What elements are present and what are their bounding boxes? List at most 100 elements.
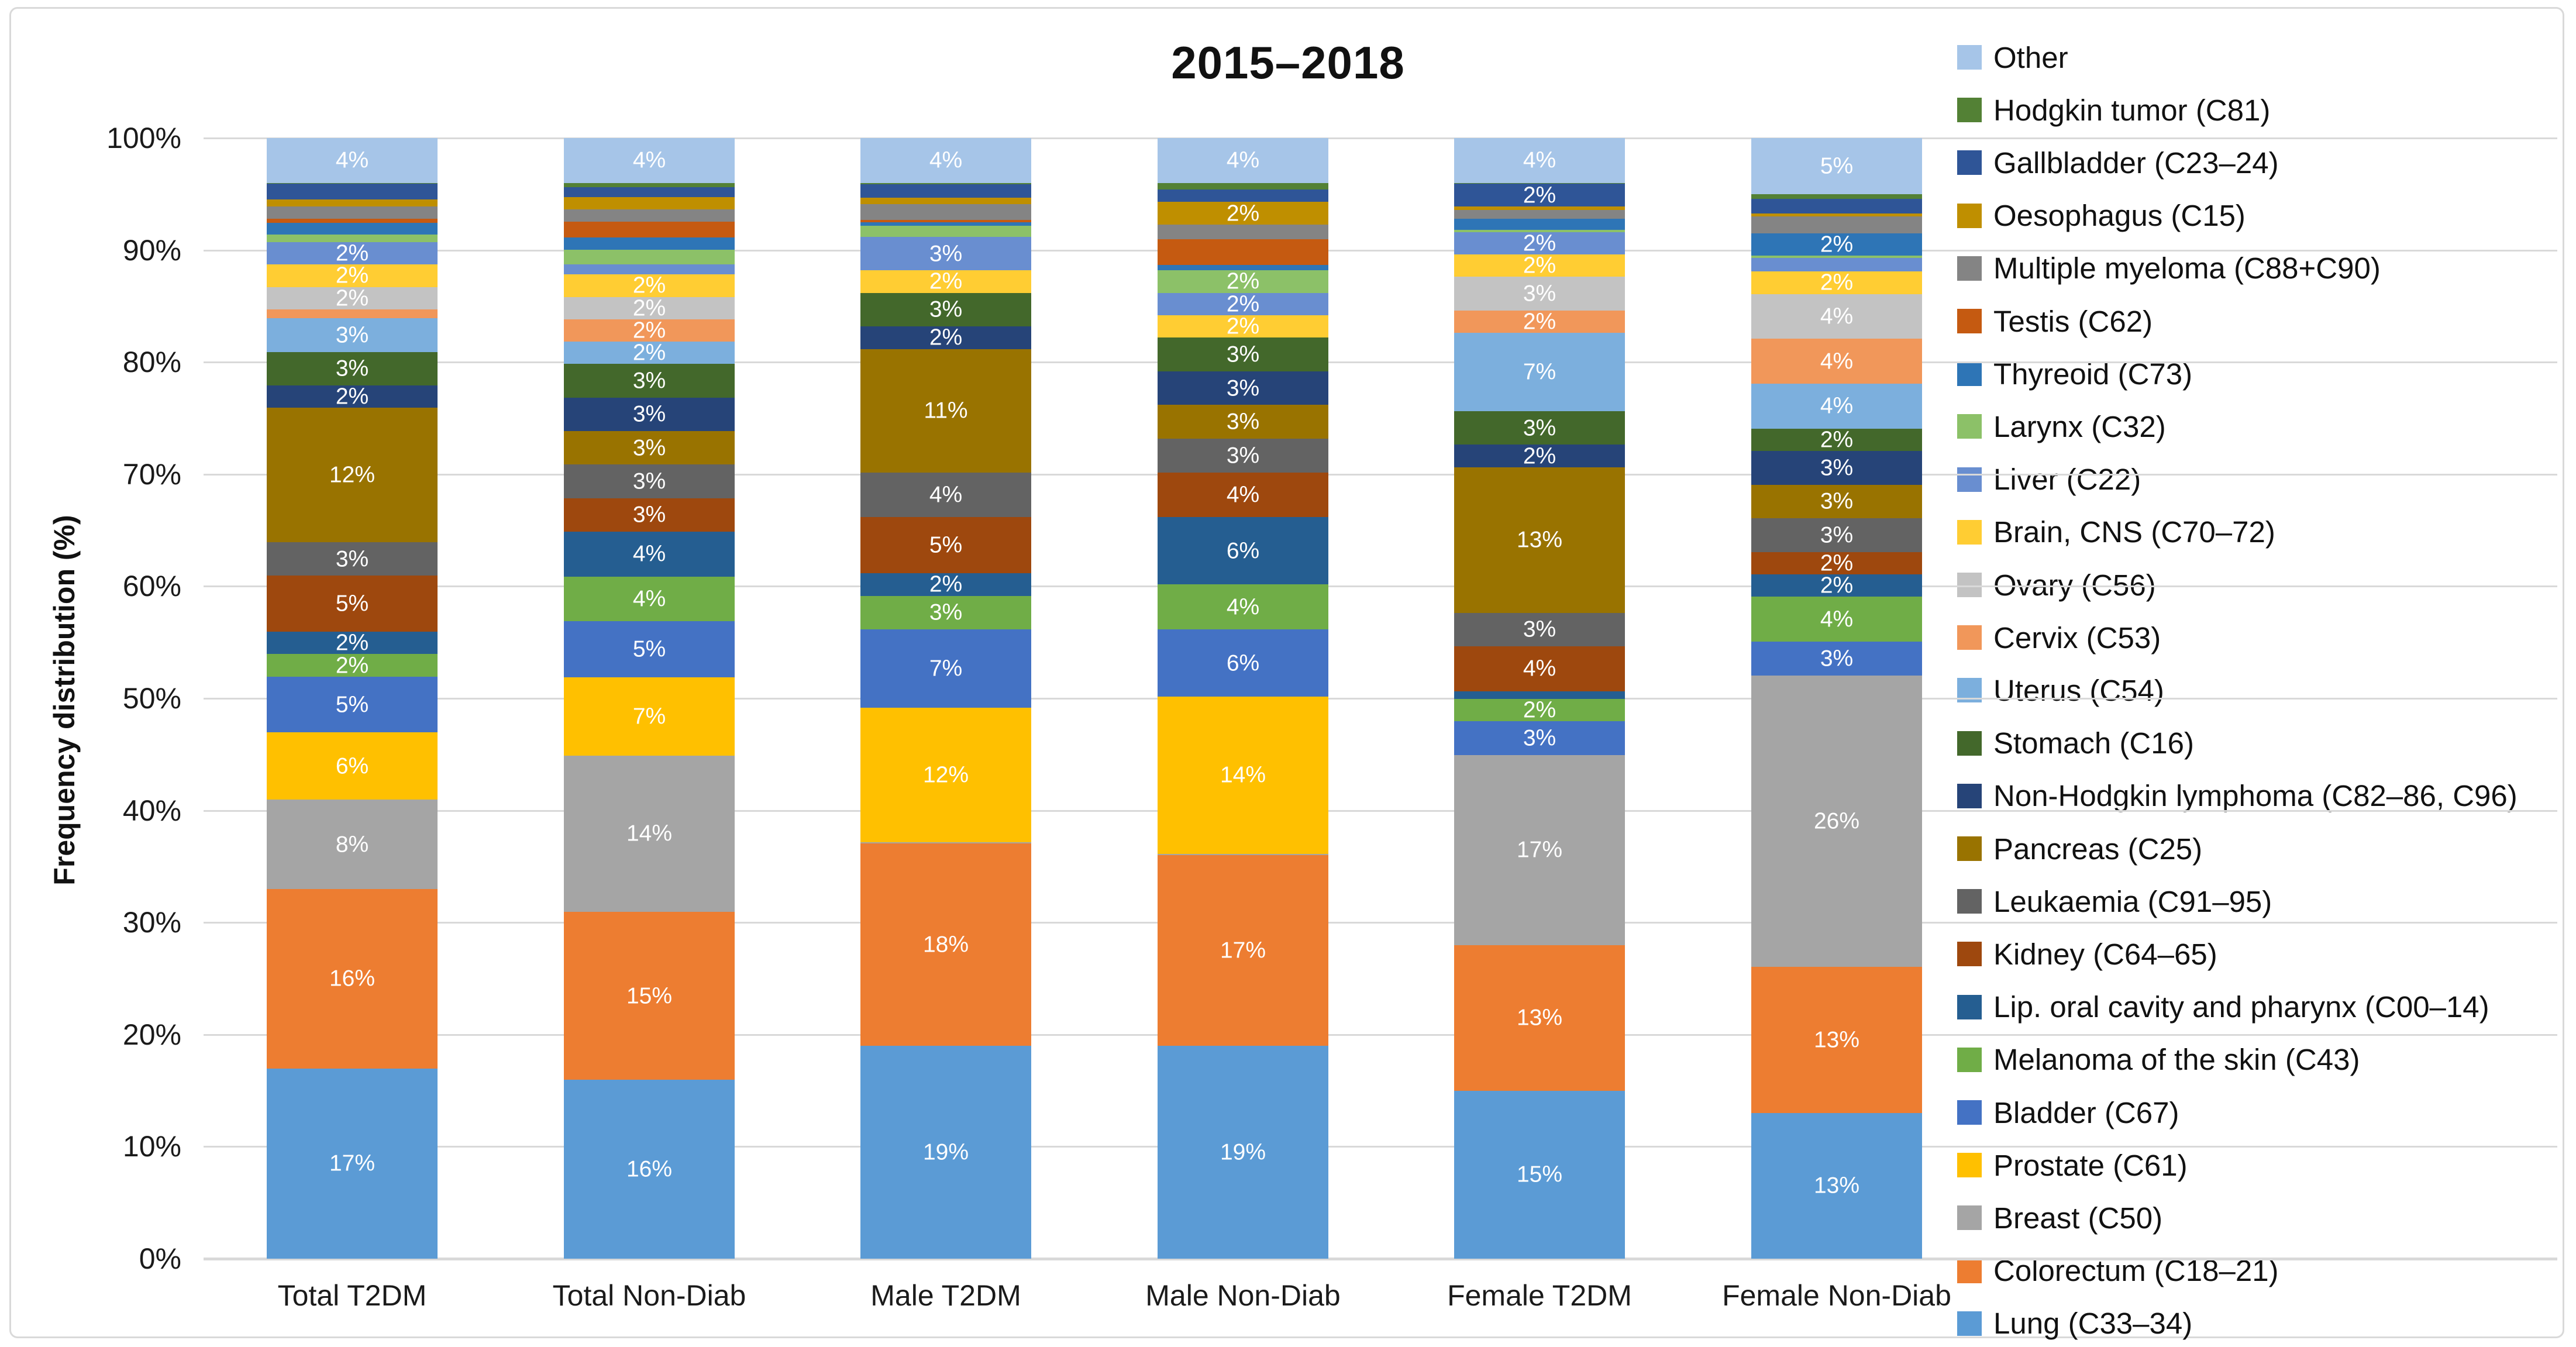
legend-label: Gallbladder (C23–24) xyxy=(1993,146,2279,180)
x-tick-label: Male Non-Diab xyxy=(1145,1279,1341,1312)
segment-multiple-myeloma-c88-c90- xyxy=(564,209,735,222)
segment-leukaemia-c91-95- xyxy=(860,472,1031,518)
legend-swatch-icon xyxy=(1957,467,1982,492)
segment-melanoma-of-the-skin-c43- xyxy=(267,654,438,677)
legend-swatch-icon xyxy=(1957,731,1982,756)
segment-lip-oral-cavity-and-pharynx-c00-14- xyxy=(267,632,438,654)
segment-liver-c22- xyxy=(267,242,438,265)
segment-testis-c62- xyxy=(564,222,735,238)
legend-item-hodgkin-tumor-c81-: Hodgkin tumor (C81) xyxy=(1957,93,2271,127)
segment-larynx-c32- xyxy=(1158,270,1328,293)
segment-larynx-c32- xyxy=(267,234,438,243)
legend-swatch-icon xyxy=(1957,203,1982,228)
segment-pancreas-c25- xyxy=(1454,467,1625,613)
segment-other xyxy=(564,138,735,183)
segment-hodgkin-tumor-c81- xyxy=(1158,182,1328,190)
legend-swatch-icon xyxy=(1957,1047,1982,1072)
legend-item-other: Other xyxy=(1957,41,2068,74)
bar-total-t2dm: 17% 16% 8% 6% 5% 2% 2% 5% 3% 12% 2% 3% 3% 2% 2% 2% 4% xyxy=(267,138,438,1259)
segment-bladder-c67- xyxy=(1158,629,1328,697)
segment-pancreas-c25- xyxy=(267,408,438,542)
segment-liver-c22- xyxy=(860,236,1031,271)
segment-brain-cns-c70-72- xyxy=(564,274,735,297)
x-tick-label: Female Non-Diab xyxy=(1722,1279,1951,1312)
segment-multiple-myeloma-c88-c90- xyxy=(1751,216,1922,234)
legend-item-bladder-c67-: Bladder (C67) xyxy=(1957,1096,2179,1129)
legend-label: Lung (C33–34) xyxy=(1993,1307,2193,1341)
legend-item-brain-cns-c70-72-: Brain, CNS (C70–72) xyxy=(1957,515,2275,549)
y-tick-label: 30% xyxy=(122,906,181,939)
segment-hodgkin-tumor-c81- xyxy=(564,182,735,188)
segment-non-hodgkin-lymphoma-c82-86-c96- xyxy=(564,397,735,431)
segment-larynx-c32- xyxy=(860,225,1031,237)
legend-swatch-icon xyxy=(1957,309,1982,333)
segment-thyreoid-c73- xyxy=(1158,264,1328,271)
segment-multiple-myeloma-c88-c90- xyxy=(860,204,1031,221)
segment-prostate-c61- xyxy=(564,677,735,756)
gridline xyxy=(204,698,2557,700)
segment-colorectum-c18-21- xyxy=(860,843,1031,1046)
legend-item-pancreas-c25-: Pancreas (C25) xyxy=(1957,832,2202,866)
segment-testis-c62- xyxy=(267,218,438,223)
legend-label: Liver (C22) xyxy=(1993,463,2141,497)
legend-swatch-icon xyxy=(1957,1100,1982,1125)
segment-larynx-c32- xyxy=(564,250,735,265)
segment-kidney-c64-65- xyxy=(1454,646,1625,691)
segment-hodgkin-tumor-c81- xyxy=(860,182,1031,184)
legend-item-breast-c50-: Breast (C50) xyxy=(1957,1201,2162,1235)
segment-gallbladder-c23-24- xyxy=(267,184,438,200)
x-tick-label: Total Non-Diab xyxy=(552,1279,746,1312)
y-tick-label: 80% xyxy=(122,346,181,379)
segment-thyreoid-c73- xyxy=(564,237,735,250)
legend-item-uterus-c54-: Uterus (C54) xyxy=(1957,674,2164,707)
segment-melanoma-of-the-skin-c43- xyxy=(1158,584,1328,630)
segment-non-hodgkin-lymphoma-c82-86-c96- xyxy=(1454,445,1625,467)
gridline xyxy=(204,1033,2557,1036)
segment-lip-oral-cavity-and-pharynx-c00-14- xyxy=(564,532,735,577)
legend-swatch-icon xyxy=(1957,45,1982,70)
legend-swatch-icon xyxy=(1957,783,1982,808)
segment-brain-cns-c70-72- xyxy=(1751,271,1922,294)
gridline xyxy=(204,809,2557,812)
legend-swatch-icon xyxy=(1957,1258,1982,1283)
legend-label: Leukaemia (C91–95) xyxy=(1993,884,2272,918)
y-tick-label: 50% xyxy=(122,682,181,715)
segment-leukaemia-c91-95- xyxy=(267,542,438,576)
segment-multiple-myeloma-c88-c90- xyxy=(267,206,438,219)
segment-pancreas-c25- xyxy=(860,349,1031,473)
legend-swatch-icon xyxy=(1957,150,1982,175)
segment-kidney-c64-65- xyxy=(1158,472,1328,518)
x-tick-label: Male T2DM xyxy=(870,1279,1021,1312)
segment-lip-oral-cavity-and-pharynx-c00-14- xyxy=(1454,691,1625,699)
segment-non-hodgkin-lymphoma-c82-86-c96- xyxy=(1158,371,1328,405)
legend-swatch-icon xyxy=(1957,889,1982,914)
legend-label: Larynx (C32) xyxy=(1993,409,2166,443)
gridline xyxy=(204,922,2557,924)
legend-label: Multiple myeloma (C88+C90) xyxy=(1993,252,2381,285)
segment-pancreas-c25- xyxy=(1158,405,1328,439)
legend-item-melanoma-of-the-skin-c43-: Melanoma of the skin (C43) xyxy=(1957,1043,2360,1076)
segment-prostate-c61- xyxy=(860,708,1031,843)
segment-oesophagus-c15- xyxy=(1158,202,1328,225)
segment-breast-c50- xyxy=(860,842,1031,844)
segment-prostate-c61- xyxy=(1158,697,1328,854)
segment-multiple-myeloma-c88-c90- xyxy=(1454,209,1625,219)
gridline xyxy=(204,585,2557,588)
segment-uterus-c54- xyxy=(1751,384,1922,429)
y-tick-label: 0% xyxy=(139,1242,181,1275)
gridline xyxy=(204,249,2557,252)
segment-lung-c33-34- xyxy=(1454,1090,1625,1259)
legend-swatch-icon xyxy=(1957,1311,1982,1336)
segment-gallbladder-c23-24- xyxy=(860,184,1031,198)
legend-label: Other xyxy=(1993,40,2068,74)
segment-lip-oral-cavity-and-pharynx-c00-14- xyxy=(1158,517,1328,585)
legend-label: Hodgkin tumor (C81) xyxy=(1993,93,2271,127)
segment-bladder-c67- xyxy=(564,621,735,677)
segment-leukaemia-c91-95- xyxy=(1751,518,1922,552)
legend-swatch-icon xyxy=(1957,625,1982,650)
segment-other xyxy=(1158,138,1328,183)
segment-larynx-c32- xyxy=(1751,256,1922,259)
legend-label: Stomach (C16) xyxy=(1993,726,2194,760)
legend-item-leukaemia-c91-95-: Leukaemia (C91–95) xyxy=(1957,885,2272,918)
legend-label: Lip. oral cavity and pharynx (C00–14) xyxy=(1993,990,2489,1024)
